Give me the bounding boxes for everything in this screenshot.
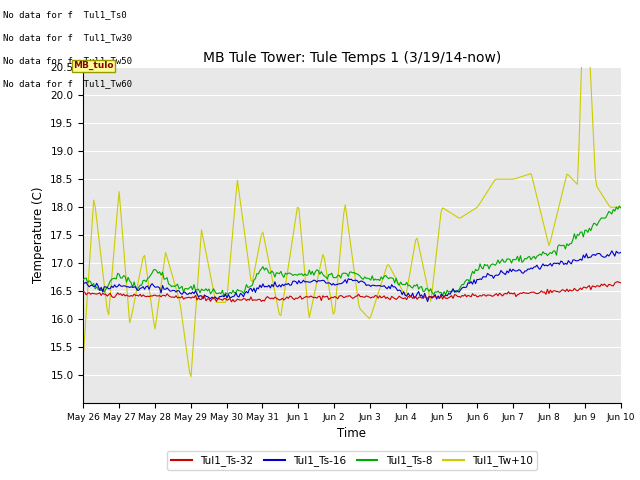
Text: No data for f  Tul1_Tw60: No data for f Tul1_Tw60 — [3, 79, 132, 88]
Title: MB Tule Tower: Tule Temps 1 (3/19/14-now): MB Tule Tower: Tule Temps 1 (3/19/14-now… — [203, 51, 501, 65]
Text: No data for f  Tul1_Tw50: No data for f Tul1_Tw50 — [3, 56, 132, 65]
Y-axis label: Temperature (C): Temperature (C) — [31, 187, 45, 284]
Legend: Tul1_Ts-32, Tul1_Ts-16, Tul1_Ts-8, Tul1_Tw+10: Tul1_Ts-32, Tul1_Ts-16, Tul1_Ts-8, Tul1_… — [167, 451, 537, 470]
X-axis label: Time: Time — [337, 428, 367, 441]
Text: MB_tulo: MB_tulo — [74, 61, 114, 70]
Text: No data for f  Tul1_Tw30: No data for f Tul1_Tw30 — [3, 33, 132, 42]
Text: No data for f  Tul1_Ts0: No data for f Tul1_Ts0 — [3, 10, 127, 19]
